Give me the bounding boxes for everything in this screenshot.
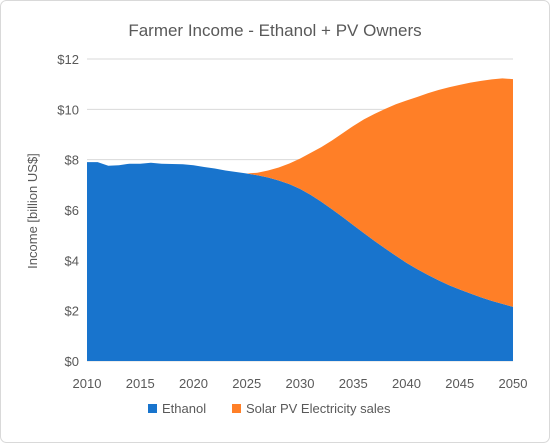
y-axis-label: Income [billion US$] xyxy=(25,153,40,269)
x-tick-label: 2035 xyxy=(339,376,368,391)
x-tick-label: 2040 xyxy=(392,376,421,391)
legend-label: Ethanol xyxy=(162,401,206,416)
legend: Ethanol Solar PV Electricity sales xyxy=(148,401,391,416)
y-tick-label: $12 xyxy=(57,52,79,67)
x-tick-label: 2025 xyxy=(232,376,261,391)
area-series-1 xyxy=(87,78,513,307)
legend-label: Solar PV Electricity sales xyxy=(246,401,391,416)
x-tick-label: 2030 xyxy=(286,376,315,391)
y-axis-ticks: $0 $2 $4 $6 $8 $10 $12 xyxy=(57,52,79,369)
legend-swatch xyxy=(148,404,157,413)
y-tick-label: $6 xyxy=(65,203,79,218)
x-tick-label: 2050 xyxy=(499,376,528,391)
x-axis-ticks: 2010 2015 2020 2025 2030 2035 2040 2045 2050 xyxy=(73,376,528,391)
y-tick-label: $2 xyxy=(65,304,79,319)
y-tick-label: $10 xyxy=(57,102,79,117)
y-tick-label: $4 xyxy=(65,253,79,268)
y-tick-label: $0 xyxy=(65,354,79,369)
x-tick-label: 2045 xyxy=(445,376,474,391)
chart-title: Farmer Income - Ethanol + PV Owners xyxy=(128,21,421,40)
x-tick-label: 2010 xyxy=(73,376,102,391)
y-tick-label: $8 xyxy=(65,153,79,168)
x-tick-label: 2020 xyxy=(179,376,208,391)
x-tick-label: 2015 xyxy=(126,376,155,391)
plot-area xyxy=(87,78,513,361)
area-series-0 xyxy=(87,162,513,361)
legend-swatch xyxy=(232,404,241,413)
